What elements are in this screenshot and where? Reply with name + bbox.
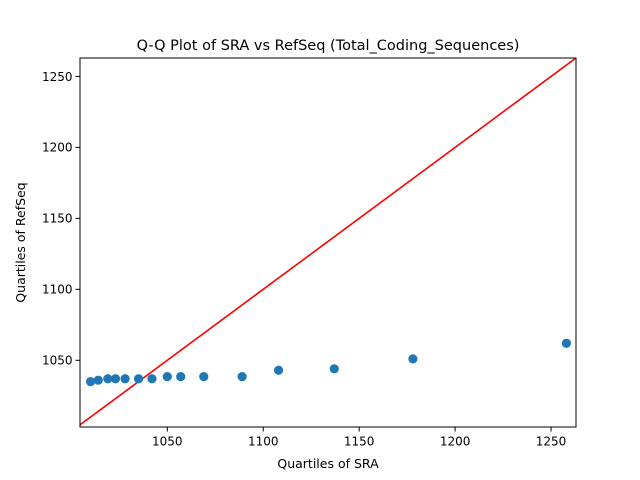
data-point-1: [85, 376, 96, 387]
data-point-12: [273, 365, 284, 375]
x-tick-label-1250: 1250: [536, 435, 567, 449]
y-tick-label-1050: 1050: [42, 354, 73, 368]
plot-content: [80, 58, 576, 426]
x-axis-label: Quartiles of SRA: [277, 456, 379, 471]
reference-line: [80, 58, 576, 426]
data-point-6: [133, 374, 144, 384]
chart-title: Q-Q Plot of SRA vs RefSeq (Total_Coding_…: [137, 38, 520, 54]
y-tick-label-1150: 1150: [42, 212, 73, 226]
data-point-9: [176, 372, 186, 382]
data-point-11: [237, 372, 247, 382]
data-point-13: [329, 364, 339, 374]
data-point-10: [199, 372, 209, 382]
data-point-4: [110, 374, 121, 384]
data-point-3: [103, 374, 113, 384]
data-point-14: [408, 354, 418, 364]
x-tick-label-1150: 1150: [344, 435, 375, 449]
data-point-15: [561, 338, 572, 348]
x-tick-label-1100: 1100: [248, 435, 279, 449]
y-axis-label: Quartiles of RefSeq: [13, 182, 28, 302]
data-point-2: [93, 375, 103, 385]
x-tick-label-1200: 1200: [440, 435, 471, 449]
plot-frame: [79, 57, 577, 428]
data-point-7: [147, 374, 157, 384]
x-tick-label-1050: 1050: [152, 435, 183, 449]
x-ticks: 1050 1100 1150 1200 1250: [152, 427, 566, 449]
y-tick-label-1250: 1250: [42, 70, 73, 84]
y-tick-label-1200: 1200: [42, 141, 73, 155]
data-point-8: [162, 372, 172, 382]
data-point-5: [120, 374, 130, 384]
y-ticks: 1050 1100 1150 1200 1250: [42, 70, 80, 368]
data-points: [85, 338, 572, 387]
y-tick-label-1100: 1100: [42, 283, 73, 297]
